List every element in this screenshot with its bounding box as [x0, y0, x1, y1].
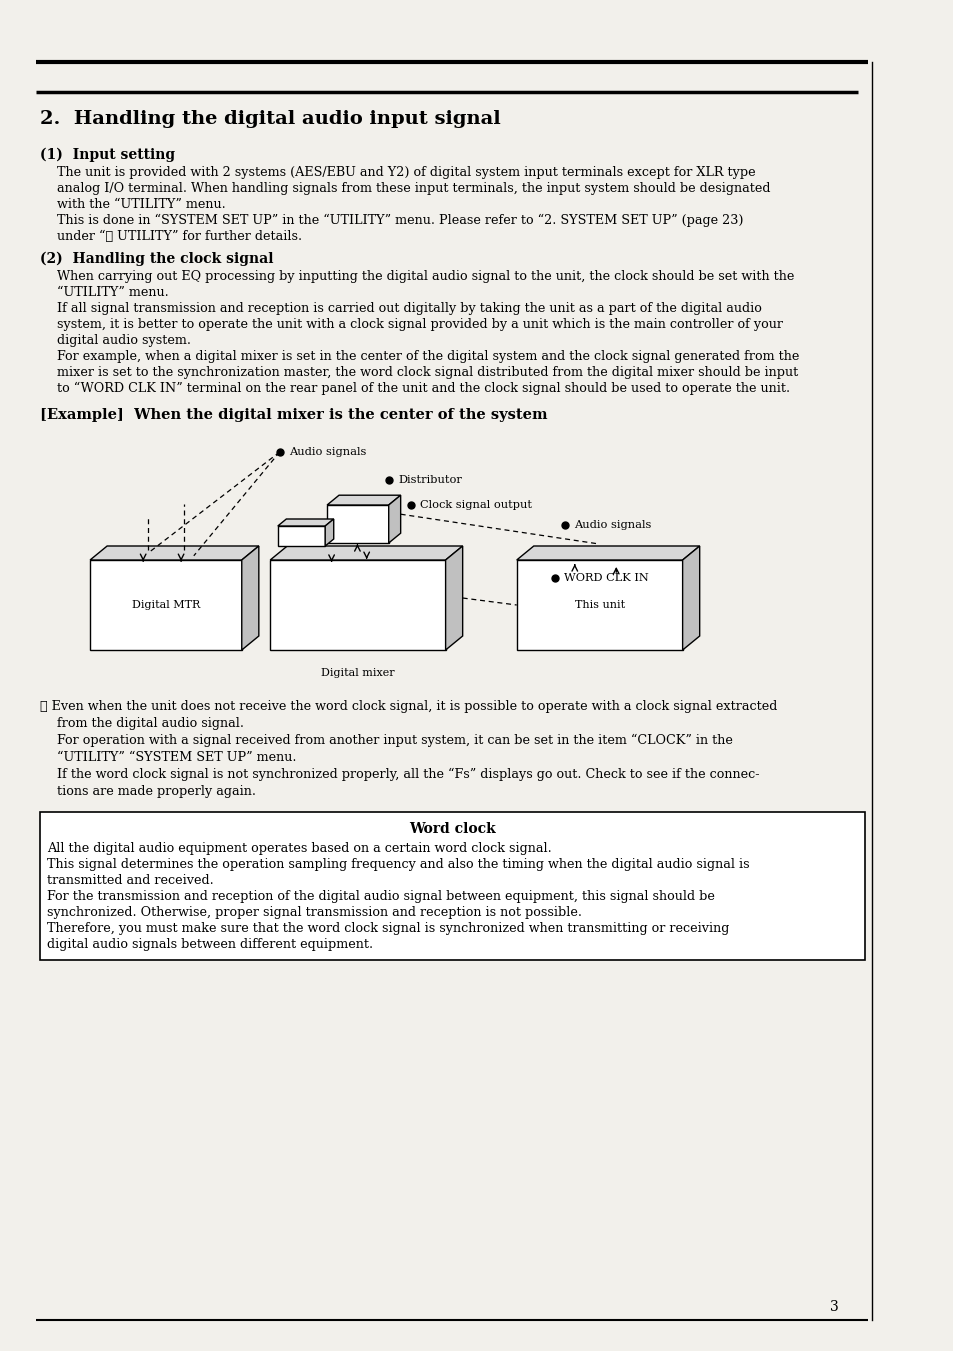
Text: When carrying out EQ processing by inputting the digital audio signal to the uni: When carrying out EQ processing by input… [57, 270, 794, 282]
Text: Digital MTR: Digital MTR [132, 600, 200, 611]
Text: If the word clock signal is not synchronized properly, all the “Fs” displays go : If the word clock signal is not synchron… [57, 767, 759, 781]
Polygon shape [327, 496, 400, 505]
Polygon shape [325, 519, 334, 546]
Text: with the “UTILITY” menu.: with the “UTILITY” menu. [57, 199, 226, 211]
Text: 3: 3 [829, 1300, 838, 1315]
Polygon shape [277, 519, 334, 526]
Polygon shape [241, 546, 258, 650]
Polygon shape [517, 561, 682, 650]
Polygon shape [388, 496, 400, 543]
Text: Distributor: Distributor [397, 476, 461, 485]
Text: Word clock: Word clock [409, 821, 496, 836]
Text: to “WORD CLK IN” terminal on the rear panel of the unit and the clock signal sho: to “WORD CLK IN” terminal on the rear pa… [57, 382, 789, 396]
Text: mixer is set to the synchronization master, the word clock signal distributed fr: mixer is set to the synchronization mast… [57, 366, 798, 380]
Text: For example, when a digital mixer is set in the center of the digital system and: For example, when a digital mixer is set… [57, 350, 799, 363]
Text: “UTILITY” menu.: “UTILITY” menu. [57, 286, 169, 299]
Text: synchronized. Otherwise, proper signal transmission and reception is not possibl: synchronized. Otherwise, proper signal t… [48, 907, 581, 919]
Text: WORD CLK IN: WORD CLK IN [563, 573, 648, 584]
Text: Digital mixer: Digital mixer [321, 667, 395, 678]
Text: For operation with a signal received from another input system, it can be set in: For operation with a signal received fro… [57, 734, 732, 747]
Text: The unit is provided with 2 systems (AES/EBU and Y2) of digital system input ter: The unit is provided with 2 systems (AES… [57, 166, 755, 178]
Polygon shape [90, 546, 258, 561]
Text: under “④ UTILITY” for further details.: under “④ UTILITY” for further details. [57, 230, 302, 243]
Text: analog I/O terminal. When handling signals from these input terminals, the input: analog I/O terminal. When handling signa… [57, 182, 770, 195]
Text: Audio signals: Audio signals [574, 520, 651, 530]
Text: ☆ Even when the unit does not receive the word clock signal, it is possible to o: ☆ Even when the unit does not receive th… [40, 700, 777, 713]
Polygon shape [445, 546, 462, 650]
Text: digital audio signals between different equipment.: digital audio signals between different … [48, 938, 374, 951]
Text: digital audio system.: digital audio system. [57, 334, 191, 347]
Text: “UTILITY” “SYSTEM SET UP” menu.: “UTILITY” “SYSTEM SET UP” menu. [57, 751, 296, 765]
Text: This is done in “SYSTEM SET UP” in the “UTILITY” menu. Please refer to “2. SYSTE: This is done in “SYSTEM SET UP” in the “… [57, 213, 742, 227]
Text: system, it is better to operate the unit with a clock signal provided by a unit : system, it is better to operate the unit… [57, 317, 782, 331]
Text: 2.  Handling the digital audio input signal: 2. Handling the digital audio input sign… [40, 109, 500, 128]
Text: from the digital audio signal.: from the digital audio signal. [57, 717, 244, 730]
Text: This signal determines the operation sampling frequency and also the timing when: This signal determines the operation sam… [48, 858, 749, 871]
Text: For the transmission and reception of the digital audio signal between equipment: For the transmission and reception of th… [48, 890, 715, 902]
Text: transmitted and received.: transmitted and received. [48, 874, 213, 888]
Polygon shape [327, 505, 388, 543]
Text: [Example]  When the digital mixer is the center of the system: [Example] When the digital mixer is the … [40, 408, 547, 422]
Text: All the digital audio equipment operates based on a certain word clock signal.: All the digital audio equipment operates… [48, 842, 552, 855]
Text: This unit: This unit [574, 600, 624, 611]
Text: If all signal transmission and reception is carried out digitally by taking the : If all signal transmission and reception… [57, 303, 760, 315]
Text: (1)  Input setting: (1) Input setting [40, 149, 174, 162]
Text: tions are made properly again.: tions are made properly again. [57, 785, 255, 798]
Polygon shape [682, 546, 699, 650]
Text: (2)  Handling the clock signal: (2) Handling the clock signal [40, 253, 273, 266]
Polygon shape [270, 561, 445, 650]
Polygon shape [277, 526, 325, 546]
Polygon shape [40, 812, 863, 961]
Text: Therefore, you must make sure that the word clock signal is synchronized when tr: Therefore, you must make sure that the w… [48, 921, 729, 935]
Polygon shape [270, 546, 462, 561]
Text: Clock signal output: Clock signal output [419, 500, 532, 509]
Polygon shape [517, 546, 699, 561]
Text: Audio signals: Audio signals [289, 447, 366, 457]
Polygon shape [90, 561, 241, 650]
